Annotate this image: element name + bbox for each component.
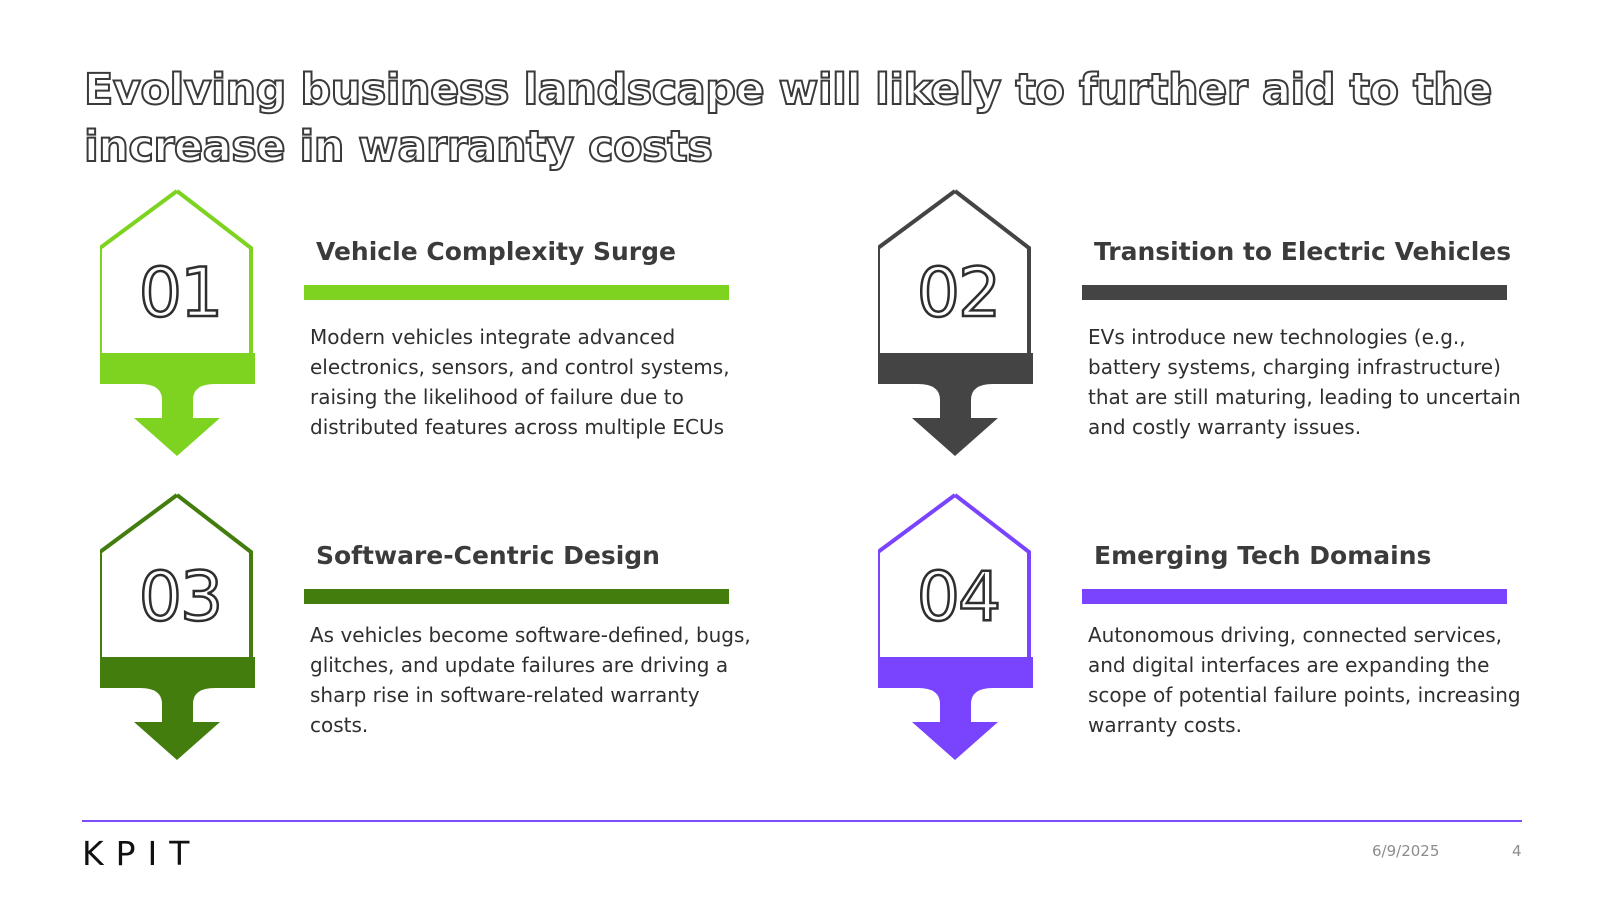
badge-04: 04 <box>878 492 1038 764</box>
footer-divider <box>82 820 1522 822</box>
card-heading: Software-Centric Design <box>316 541 660 570</box>
card-description: As vehicles become software-defined, bug… <box>310 623 751 737</box>
card-number: 01 <box>137 253 224 335</box>
card-heading: Emerging Tech Domains <box>1094 541 1432 570</box>
hexagon-arrow-icon <box>878 493 1033 760</box>
hexagon-arrow-icon <box>100 189 255 456</box>
page-number: 4 <box>1512 842 1522 860</box>
footer-date: 6/9/2025 <box>1372 842 1440 860</box>
card-heading: Transition to Electric Vehicles <box>1094 237 1512 266</box>
card-number: 03 <box>137 557 224 639</box>
card-heading: Vehicle Complexity Surge <box>316 237 676 266</box>
badge-01: 01 <box>100 188 260 460</box>
hexagon-arrow-icon <box>878 189 1033 456</box>
slide-title: Evolving business landscape will likely … <box>83 64 1493 173</box>
accent-bar <box>1082 589 1507 604</box>
kpit-logo: KPIT <box>82 834 202 873</box>
badge-02: 02 <box>878 188 1038 460</box>
accent-bar <box>1082 285 1507 300</box>
card-number: 04 <box>915 557 1002 639</box>
accent-bar <box>304 589 729 604</box>
hexagon-arrow-icon <box>100 493 255 760</box>
card-description: EVs introduce new technologies (e.g., ba… <box>1088 325 1521 439</box>
card-number: 02 <box>915 253 1002 335</box>
card-description: Autonomous driving, connected services, … <box>1088 623 1521 737</box>
accent-bar <box>304 285 729 300</box>
card-description: Modern vehicles integrate advanced elect… <box>310 325 730 439</box>
badge-03: 03 <box>100 492 260 764</box>
